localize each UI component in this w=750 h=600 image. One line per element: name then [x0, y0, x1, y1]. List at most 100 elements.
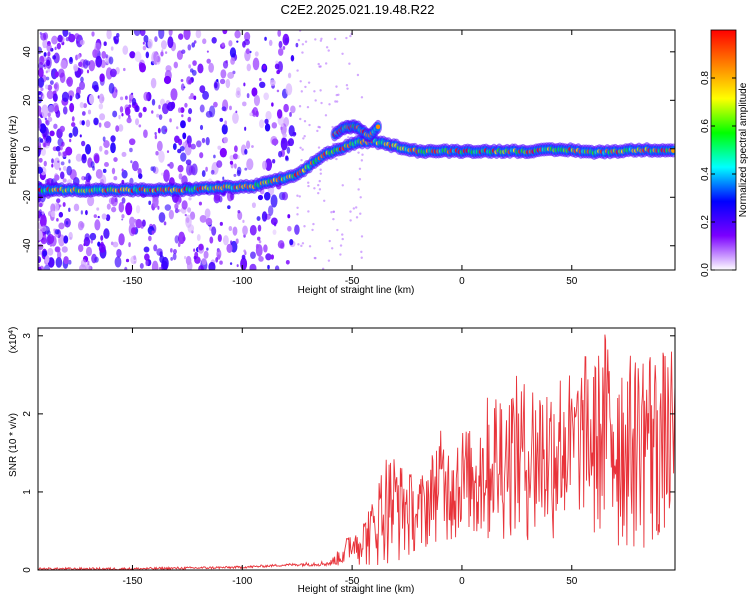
spectrogram-noise-cell — [88, 94, 95, 105]
spectrogram-noise-cell — [333, 37, 337, 41]
spectrogram-marks — [38, 30, 675, 270]
spectrogram-noise-cell — [155, 151, 159, 156]
spectrogram-noise-cell — [328, 239, 331, 243]
spectrogram-noise-cell — [186, 135, 192, 145]
spectrogram-noise-cell — [287, 214, 291, 219]
spectrogram-noise-cell — [263, 244, 268, 253]
spectrogram-noise-cell — [164, 129, 168, 132]
spectrogram-noise-cell — [111, 206, 117, 213]
spectrogram-noise-cell — [69, 169, 77, 181]
spectrogram-noise-cell — [196, 140, 202, 148]
spectrogram-x-axis-label: Height of straight line (km) — [298, 285, 415, 296]
spectrogram-noise-cell — [205, 166, 208, 172]
spectrogram-noise-cell — [180, 152, 187, 162]
spectrogram-noise-cell — [53, 52, 60, 64]
spectrogram-noise-cell — [335, 100, 339, 103]
spectrogram-noise-cell — [232, 112, 239, 124]
spectrogram-y-ticks: -40 -20 0 20 40 — [22, 46, 675, 253]
spectrogram-noise-cell — [158, 150, 165, 163]
spectrogram-noise-cell — [226, 243, 233, 254]
spectrogram-noise-cell — [229, 47, 237, 58]
spectrogram-noise-cell — [50, 203, 56, 213]
spectrogram-noise-cell — [302, 137, 305, 140]
spectrogram-noise-cell — [40, 32, 47, 41]
spectrogram-noise-cell — [292, 131, 296, 137]
spectrogram-noise-cell — [195, 30, 202, 39]
spectrogram-noise-cell — [38, 256, 42, 264]
snr-y-multiplier-close: ) — [8, 327, 19, 330]
spectrogram-noise-cell — [92, 49, 98, 58]
spectrogram-noise-cell — [355, 216, 359, 219]
spectrogram-noise-cell — [282, 133, 287, 138]
spectrogram-noise-cell — [93, 214, 97, 218]
spectrogram-noise-cell — [246, 93, 250, 99]
spectrogram-noise-cell — [90, 239, 93, 244]
spectrogram-noise-cell — [259, 77, 262, 82]
spectrogram-noise-cell — [96, 207, 100, 211]
spectrogram-noise-cell — [38, 94, 42, 98]
spectrogram-noise-cell — [156, 140, 163, 152]
spectrogram-noise-cell — [250, 251, 256, 259]
spectrogram-noise-cell — [121, 169, 128, 179]
spectrogram-noise-cell — [152, 166, 156, 173]
spectrogram-noise-cell — [249, 50, 252, 54]
spectrogram-noise-cell — [86, 69, 90, 74]
spectrogram-noise-cell — [339, 244, 343, 247]
spectrogram-noise-cell — [85, 144, 91, 155]
spectrogram-noise-cell — [143, 246, 150, 253]
spectrogram-noise-cell — [98, 243, 106, 253]
spectrogram-noise-cell — [213, 154, 216, 159]
spectrogram-noise-cell — [277, 30, 282, 37]
spectrogram-noise-cell — [148, 200, 152, 206]
spectrogram-noise-cell — [39, 202, 43, 208]
spectrogram-noise-cell — [360, 235, 364, 238]
chart-title: C2E2.2025.021.19.48.R22 — [280, 2, 435, 17]
spectrogram-noise-cell — [268, 39, 273, 47]
spectrogram-noise-cell — [65, 220, 69, 225]
spectrogram-noise-cell — [94, 42, 101, 51]
spectrogram-noise-cell — [349, 210, 352, 213]
spectrogram-noise-cell — [90, 161, 95, 169]
spectrogram-noise-cell — [81, 120, 85, 126]
spectrogram-noise-cell — [56, 250, 62, 260]
spectrogram-noise-cell — [58, 68, 65, 78]
spectrogram-noise-cell — [222, 176, 225, 181]
spectrogram-noise-cell — [187, 224, 195, 233]
spectrogram-noise-cell — [169, 118, 172, 123]
spectrogram-noise-cell — [113, 35, 120, 45]
spectrogram-noise-cell — [63, 256, 69, 265]
spectrogram-noise-cell — [233, 173, 237, 177]
spectrogram-noise-cell — [229, 160, 234, 165]
spectrogram-noise-cell — [125, 258, 130, 263]
spectrogram-noise-cell — [124, 95, 128, 100]
spectrogram-noise-cell — [59, 145, 63, 151]
spectrogram-noise-cell — [79, 101, 84, 109]
spectrogram-noise-cell — [85, 119, 91, 128]
spectrogram-noise-cell — [335, 93, 338, 97]
spectrogram-noise-cell — [357, 151, 360, 154]
spectrogram-noise-cell — [219, 221, 223, 226]
spectrogram-noise-cell — [308, 245, 312, 248]
spectrogram-noise-cell — [290, 55, 295, 62]
spectrogram-noise-cell — [57, 34, 63, 43]
spectrogram-noise-cell — [154, 36, 158, 42]
spectrogram-noise-cell — [204, 208, 211, 219]
spectrogram-noise-cell — [358, 167, 362, 170]
spectrogram-noise-cell — [168, 30, 173, 36]
spectrogram-noise-cell — [172, 252, 177, 261]
spectrogram-noise-cell — [201, 257, 207, 266]
spectrogram-noise-cell — [80, 76, 84, 83]
spectrogram-noise-cell — [151, 51, 158, 65]
spectrogram-noise-cell — [234, 163, 237, 169]
spectrogram-noise-cell — [97, 215, 100, 219]
spectrogram-noise-cell — [294, 224, 300, 235]
spectrogram-noise-cell — [68, 259, 72, 265]
spectrogram-noise-cell — [76, 41, 79, 44]
spectrogram-noise-cell — [336, 228, 339, 232]
spectrogram-noise-cell — [69, 138, 72, 143]
spectrogram-noise-cell — [85, 60, 91, 66]
spectrogram-noise-cell — [68, 32, 71, 36]
spectrogram-noise-cell — [68, 207, 71, 213]
spectrogram-noise-cell — [68, 33, 76, 43]
spectrogram-noise-cell — [45, 76, 50, 81]
